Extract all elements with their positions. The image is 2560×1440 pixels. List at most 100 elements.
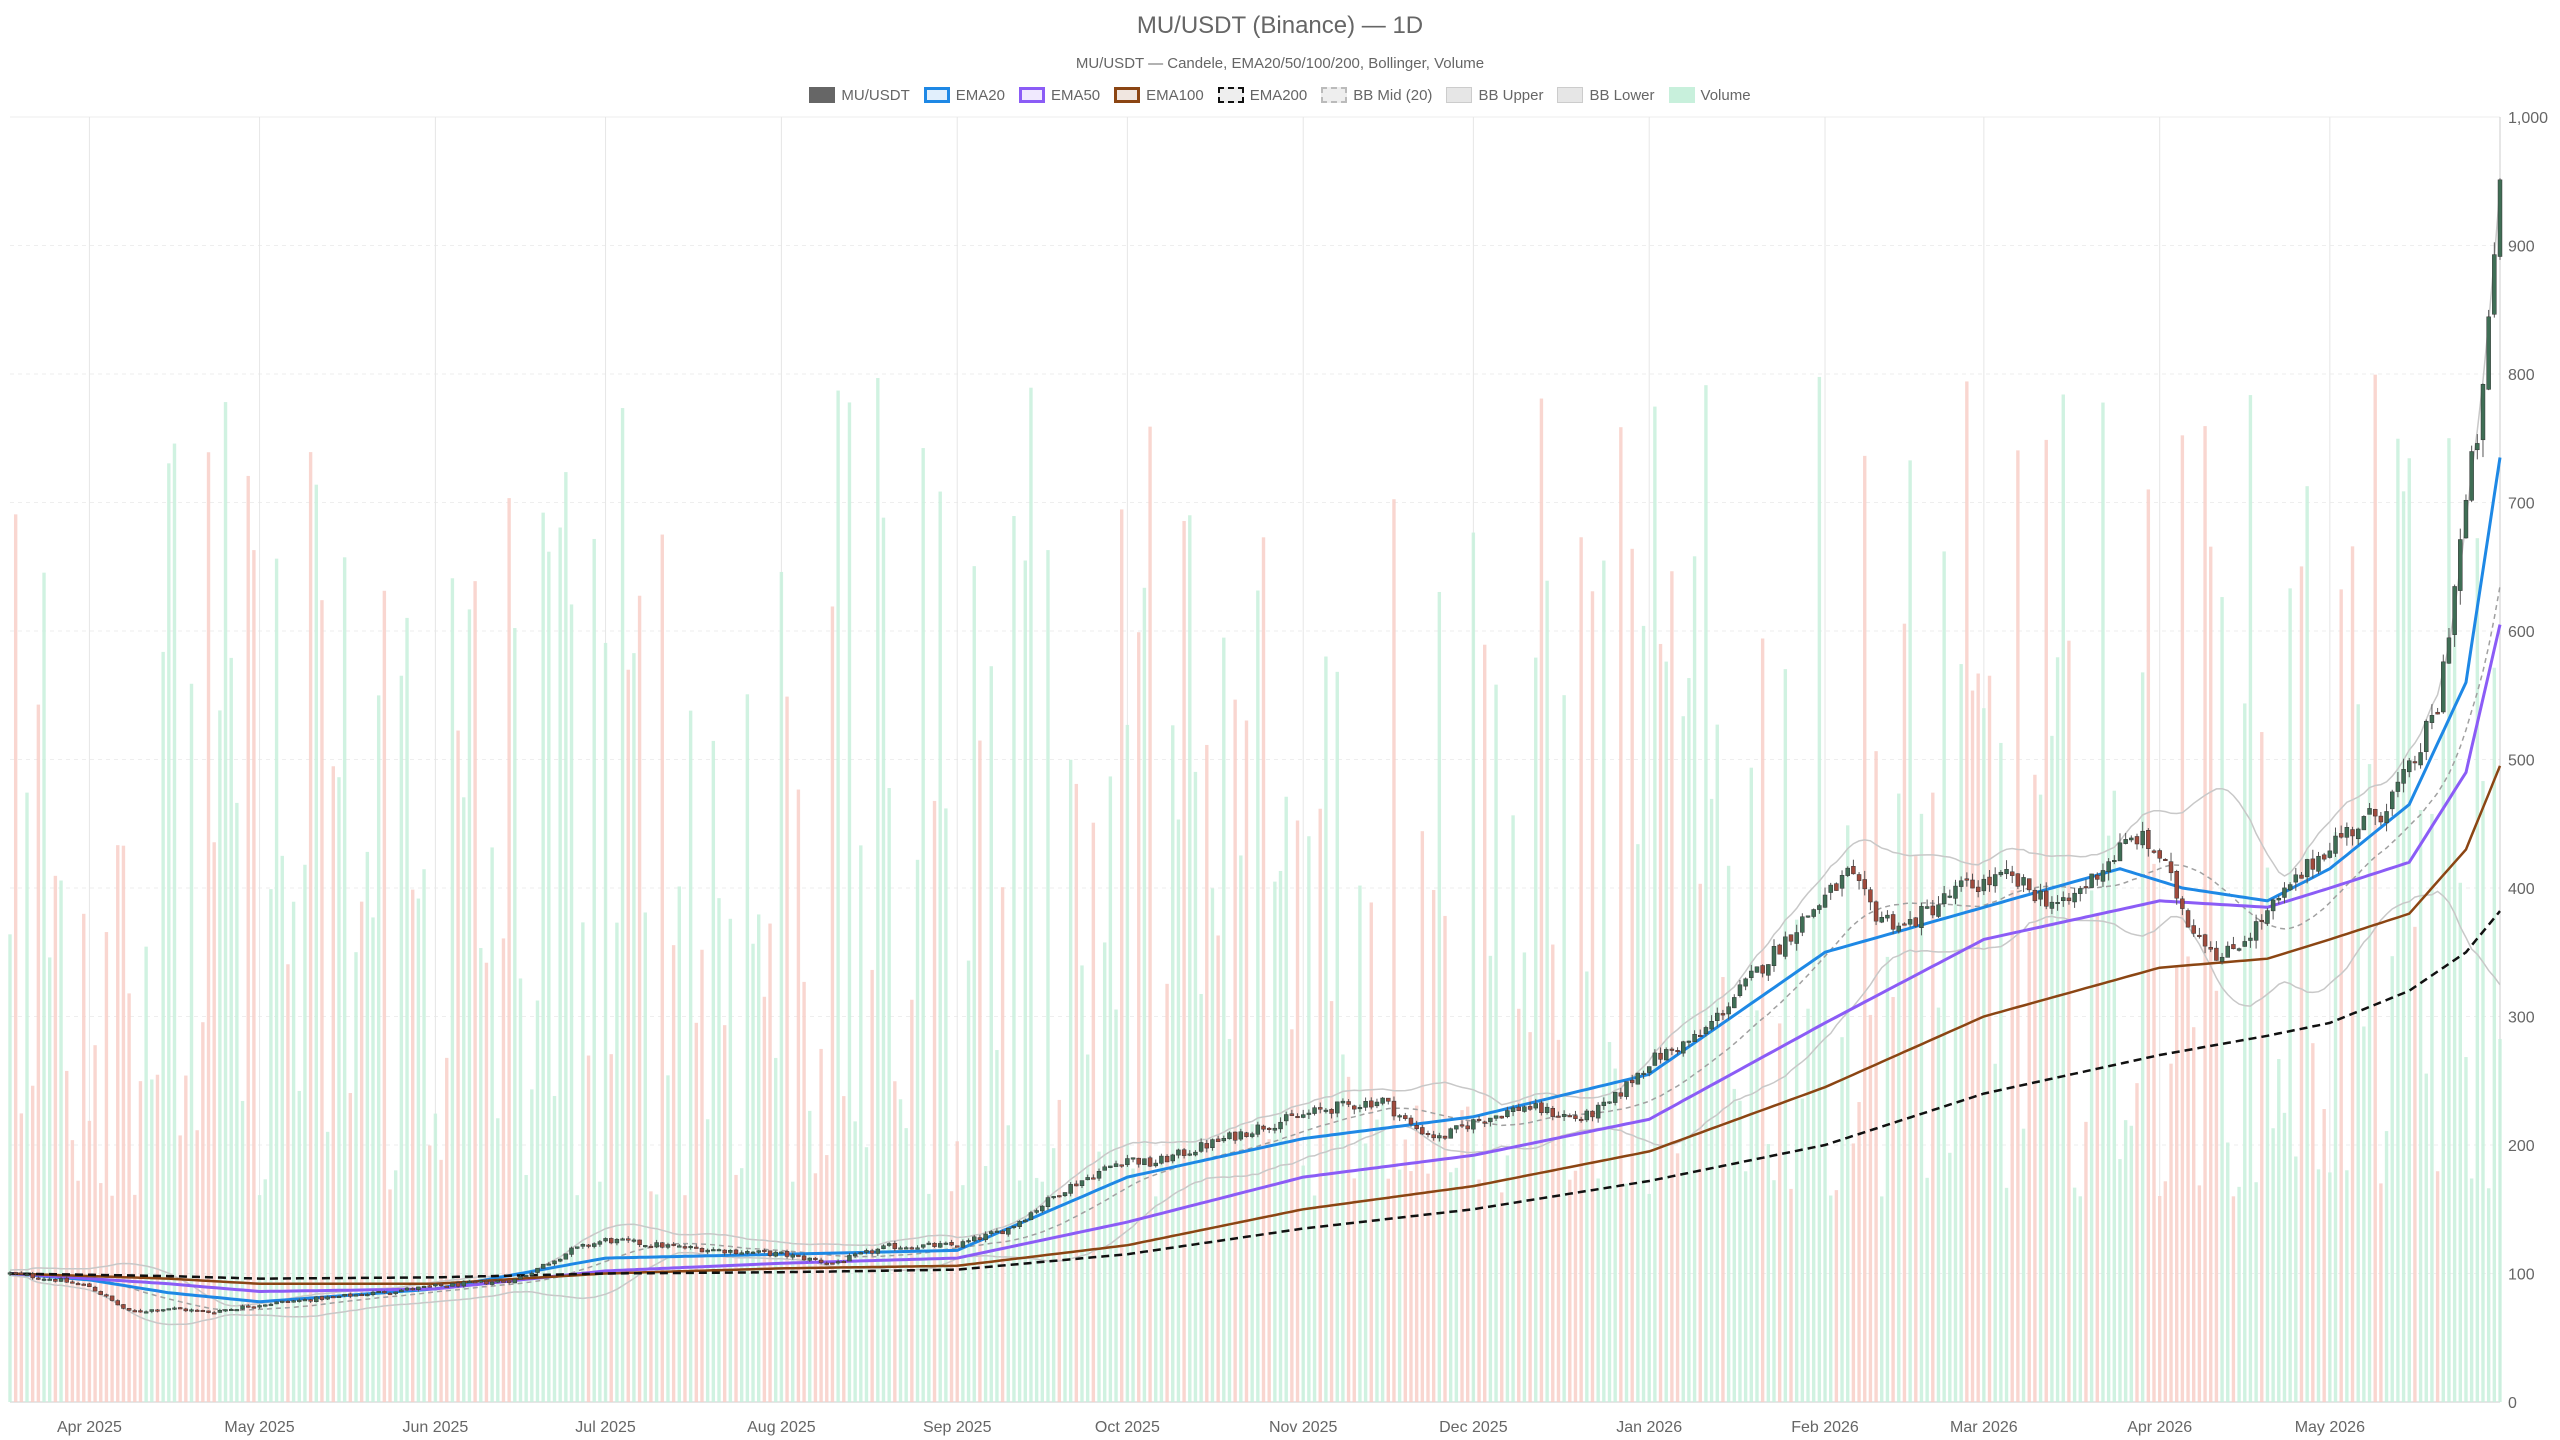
legend-item[interactable]: BB Lower <box>1557 84 1655 106</box>
volume-bar <box>1369 902 1373 1402</box>
volume-bar <box>252 550 256 1402</box>
candle-body <box>2350 829 2355 837</box>
candle-body <box>1386 1097 1391 1102</box>
volume-bar <box>1914 855 1918 1402</box>
candle-body <box>2066 897 2072 902</box>
volume-bar <box>1545 580 1549 1402</box>
legend-item[interactable]: BB Mid (20) <box>1321 84 1432 106</box>
volume-bar <box>484 962 489 1402</box>
volume-bar <box>1505 1155 1510 1402</box>
candle-body <box>1289 1113 1295 1116</box>
volume-bar <box>1114 1009 1118 1402</box>
candle-body <box>2338 833 2344 838</box>
legend-item[interactable]: EMA20 <box>923 84 1005 106</box>
candle-body <box>1766 964 1771 976</box>
candle-body <box>1902 923 1907 926</box>
volume-bar <box>2226 1142 2230 1402</box>
volume-bar <box>666 1075 670 1402</box>
candle-body <box>2293 874 2299 883</box>
volume-bar <box>2282 1112 2287 1402</box>
candle-body <box>1051 1196 1056 1199</box>
candle-body <box>1164 1155 1170 1163</box>
volume-bar <box>1341 1054 1345 1402</box>
legend-item[interactable]: EMA100 <box>1114 84 1204 106</box>
candle-body <box>2395 781 2401 792</box>
volume-bar <box>1363 1143 1368 1402</box>
volume-bar <box>1766 1144 1771 1402</box>
candle-body <box>915 1247 920 1250</box>
candle-body <box>1006 1227 1011 1235</box>
volume-bar <box>1772 1180 1776 1402</box>
candle-body <box>1788 934 1794 942</box>
volume-bar <box>1460 1110 1464 1402</box>
volume-bar <box>847 402 852 1402</box>
candle-body <box>694 1246 699 1249</box>
volume-bar <box>1647 1193 1651 1402</box>
volume-bar <box>184 1075 188 1402</box>
candle-body <box>2157 850 2162 859</box>
candle-body <box>824 1262 829 1265</box>
volume-bar <box>1902 623 1907 1402</box>
volume-bar <box>632 653 636 1402</box>
legend-item[interactable]: MU/USDT <box>809 84 910 106</box>
volume-bar <box>422 869 426 1402</box>
volume-bar <box>2129 1125 2134 1402</box>
candle-body <box>1312 1107 1317 1114</box>
volume-bar <box>2186 956 2190 1402</box>
candle-body <box>1612 1091 1618 1103</box>
candle-body <box>1516 1106 1521 1111</box>
volume-bar <box>206 452 211 1402</box>
volume-bar <box>59 880 63 1402</box>
volume-bar <box>609 1054 613 1402</box>
candle-body <box>2208 947 2213 950</box>
volume-bar <box>1942 551 1946 1402</box>
legend: MU/USDT EMA20 EMA50 EMA100 EMA200 BB Mid (20)… <box>0 84 2560 106</box>
candle-body <box>24 1273 30 1276</box>
legend-item[interactable]: EMA50 <box>1018 84 1100 106</box>
volume-bar <box>2197 1185 2202 1402</box>
candle-body <box>1573 1115 1578 1119</box>
candle-body <box>478 1280 484 1283</box>
candle-body <box>779 1251 784 1254</box>
y-tick-label: 0 <box>2508 1395 2517 1412</box>
volume-bar <box>1397 1169 1402 1402</box>
x-tick-label: Dec 2025 <box>1439 1419 1508 1436</box>
candle-body <box>160 1309 166 1312</box>
candle-body <box>2287 884 2293 891</box>
volume-bar <box>513 628 517 1402</box>
legend-item[interactable]: EMA200 <box>1217 84 1307 106</box>
volume-bar <box>1199 993 1203 1402</box>
candle-body <box>336 1295 342 1298</box>
candle-body <box>1805 915 1811 918</box>
legend-item[interactable]: Volume <box>1668 84 1751 106</box>
volume-bar <box>1239 855 1243 1402</box>
candle-body <box>960 1241 966 1248</box>
volume-bar <box>1205 744 1209 1402</box>
volume-bar <box>1414 1105 1419 1402</box>
volume-bar <box>1216 935 1220 1402</box>
volume-bar <box>637 595 642 1402</box>
candle-body <box>189 1309 194 1312</box>
volume-bar <box>1012 516 1016 1402</box>
volume-bar <box>212 842 216 1402</box>
candle-body <box>2248 937 2253 941</box>
volume-bar <box>569 604 574 1402</box>
candle-body <box>1987 876 1992 886</box>
volume-bar <box>711 740 716 1402</box>
volume-bar <box>172 443 177 1402</box>
legend-item[interactable]: BB Upper <box>1446 84 1543 106</box>
volume-bar <box>2106 835 2111 1402</box>
volume-bar <box>2481 781 2485 1402</box>
volume-bar <box>530 1089 534 1402</box>
volume-bar <box>1811 912 1816 1402</box>
volume-bar <box>1568 1179 1572 1402</box>
candle-body <box>1652 1052 1658 1066</box>
candle-body <box>149 1309 155 1312</box>
candle-body <box>796 1254 801 1257</box>
volume-bar <box>1715 724 1719 1402</box>
volume-bar <box>1948 1152 1952 1402</box>
volume-bar <box>1993 1063 1997 1402</box>
candle-body <box>1488 1117 1493 1123</box>
candle-body <box>728 1250 733 1253</box>
candle-body <box>2106 861 2111 873</box>
